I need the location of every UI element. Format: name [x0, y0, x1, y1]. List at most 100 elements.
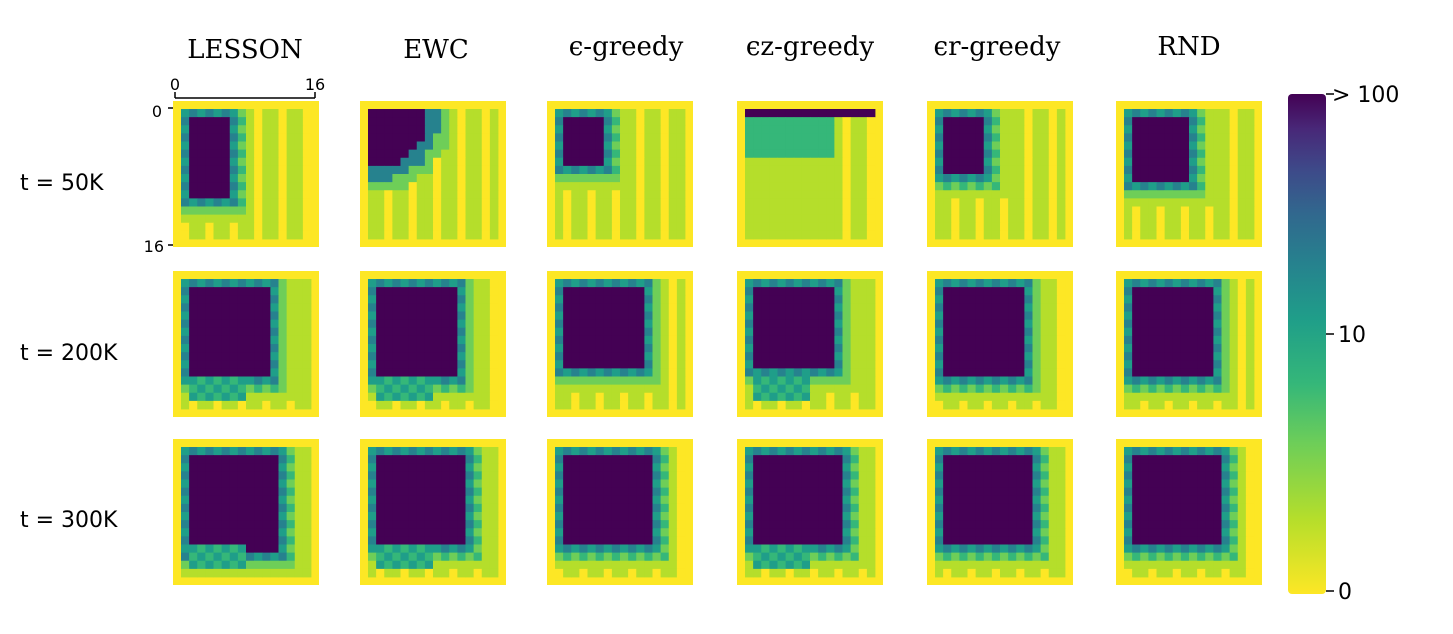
heatmap-cell — [1245, 214, 1255, 224]
heatmap-cell — [1024, 479, 1033, 489]
heatmap-cell — [1245, 287, 1255, 296]
heatmap-cell — [270, 392, 279, 402]
heatmap-cell — [1148, 117, 1157, 126]
heatmap-cell — [302, 520, 312, 529]
heatmap-cell — [660, 165, 670, 175]
heatmap-cell — [286, 174, 296, 183]
heatmap-cell — [1032, 552, 1042, 562]
heatmap-cell — [1189, 471, 1198, 480]
heatmap-cell — [433, 279, 442, 288]
heatmap-cell — [951, 512, 960, 521]
heatmap-cell — [237, 133, 247, 142]
heatmap-cell — [400, 392, 410, 402]
heatmap-cell — [302, 360, 312, 369]
heatmap-cell — [433, 568, 442, 578]
heatmap-cell — [1237, 447, 1247, 456]
heatmap-panel — [547, 439, 693, 585]
heatmap-cell — [793, 495, 803, 505]
heatmap-cell — [229, 319, 239, 329]
heatmap-cell — [1000, 352, 1009, 361]
heatmap-cell — [555, 117, 564, 126]
heatmap-cell — [473, 447, 483, 456]
heatmap-cell — [416, 214, 426, 224]
heatmap-cell — [1124, 471, 1133, 480]
heatmap-cell — [473, 125, 483, 134]
heatmap-cell — [376, 479, 385, 489]
heatmap-cell — [801, 471, 811, 480]
heatmap-cell — [660, 157, 670, 167]
heatmap-cell — [983, 392, 993, 402]
heatmap-cell — [1229, 335, 1239, 345]
heatmap-cell — [1245, 368, 1255, 377]
heatmap-cell — [793, 447, 803, 456]
heatmap-cell — [595, 552, 605, 562]
heatmap-cell — [1180, 455, 1190, 464]
heatmap-cell — [644, 287, 653, 296]
heatmap-cell — [777, 206, 787, 216]
heatmap-cell — [563, 560, 572, 570]
heatmap-cell — [595, 182, 605, 191]
heatmap-cell — [197, 319, 206, 329]
heatmap-cell — [457, 327, 466, 337]
heatmap-cell — [555, 133, 564, 142]
heatmap-cell — [620, 560, 629, 570]
heatmap-cell — [433, 479, 442, 489]
heatmap-cell — [620, 190, 629, 199]
heatmap-cell — [416, 503, 426, 513]
heatmap-cell — [745, 344, 754, 353]
heatmap-cell — [1205, 360, 1214, 369]
heatmap-cell — [603, 368, 613, 377]
heatmap-cell — [237, 463, 247, 472]
heatmap-cell — [270, 560, 279, 570]
heatmap-cell — [943, 495, 952, 505]
heatmap-cell — [1148, 287, 1157, 296]
heatmap-cell — [262, 182, 271, 191]
heatmap-cell — [433, 165, 442, 175]
heatmap-cell — [745, 568, 754, 578]
heatmap-cell — [294, 198, 304, 207]
heatmap-cell — [1140, 157, 1149, 167]
heatmap-cell — [1040, 149, 1050, 159]
heatmap-cell — [628, 463, 637, 472]
heatmap-cell — [368, 568, 377, 578]
heatmap-cell — [1164, 471, 1174, 480]
heatmap-cell — [975, 384, 985, 394]
heatmap-cell — [278, 165, 288, 175]
heatmap-cell — [254, 495, 263, 505]
heatmap-cell — [636, 471, 645, 480]
heatmap-cell — [745, 384, 754, 394]
heatmap-cell — [761, 568, 770, 578]
heatmap-cell — [376, 141, 385, 151]
heatmap-cell — [205, 471, 214, 480]
heatmap-cell — [294, 536, 304, 545]
heatmap-cell — [286, 544, 296, 554]
heatmap-cell — [384, 455, 393, 464]
heatmap-cell — [842, 303, 852, 312]
heatmap-cell — [197, 487, 206, 497]
heatmap-cell — [761, 182, 770, 191]
heatmap-cell — [1245, 479, 1255, 489]
heatmap-cell — [761, 206, 770, 216]
heatmap-cell — [489, 455, 499, 464]
heatmap-cell — [441, 319, 450, 329]
heatmap-cell — [221, 344, 231, 353]
heatmap-cell — [197, 295, 206, 304]
heatmap-cell — [1205, 230, 1214, 240]
heatmap-cell — [1180, 544, 1190, 554]
heatmap-cell — [294, 520, 304, 529]
heatmap-cell — [628, 503, 637, 513]
heatmap-cell — [563, 528, 572, 537]
heatmap-cell — [294, 214, 304, 224]
heatmap-cell — [975, 495, 985, 505]
heatmap-cell — [745, 392, 754, 402]
heatmap-cell — [587, 327, 597, 337]
heatmap-cell — [935, 344, 944, 353]
heatmap-cell — [1008, 174, 1017, 183]
heatmap-cell — [1156, 198, 1166, 207]
heatmap-cell — [221, 133, 231, 142]
heatmap-cell — [189, 335, 198, 345]
heatmap-cell — [943, 455, 952, 464]
heatmap-cell — [213, 536, 223, 545]
heatmap-cell — [834, 222, 843, 232]
heatmap-cell — [262, 327, 271, 337]
